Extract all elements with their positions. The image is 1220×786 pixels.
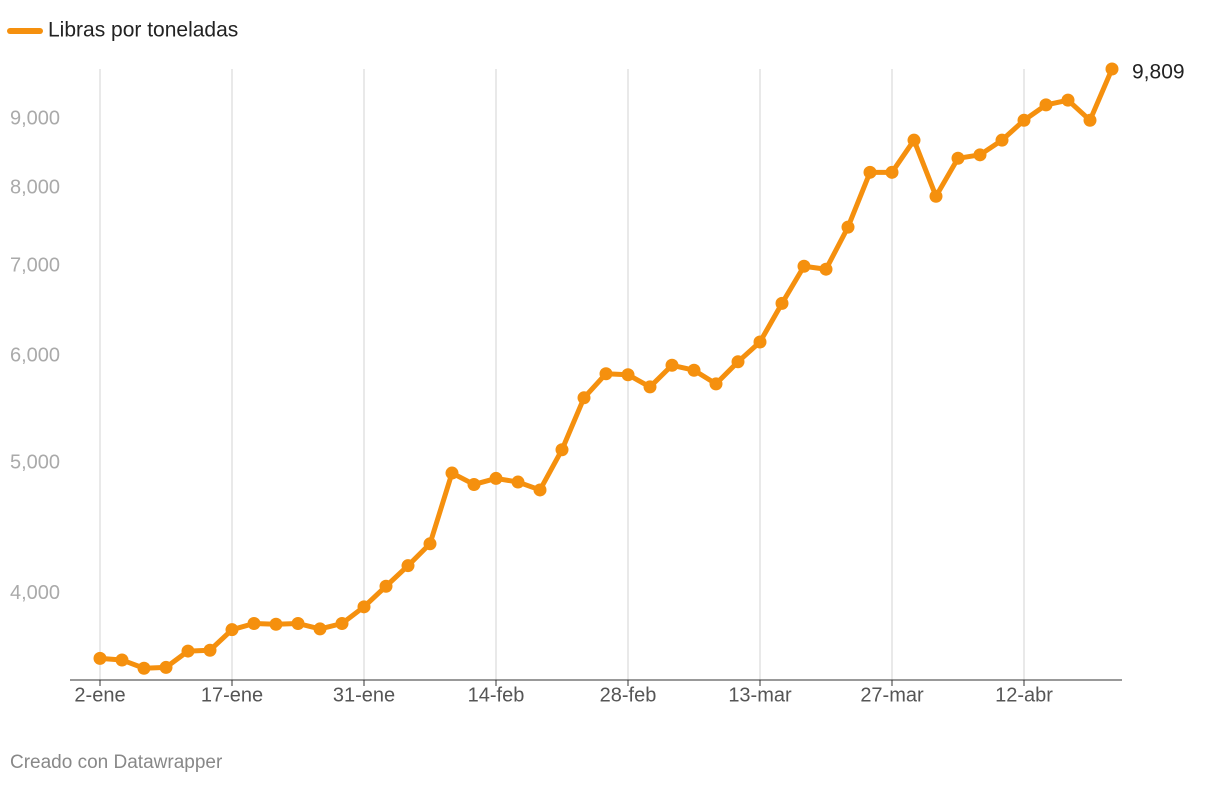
point <box>1105 62 1119 76</box>
point <box>269 617 283 631</box>
point <box>731 355 745 369</box>
point <box>687 363 701 377</box>
point <box>797 259 811 273</box>
point <box>511 475 525 489</box>
point <box>1061 93 1075 107</box>
value-label: 9,809 <box>1132 61 1185 84</box>
y-tick-label: 9,000 <box>10 108 60 130</box>
footer: Creado con Datawrapper <box>10 752 223 773</box>
point <box>753 335 767 349</box>
point <box>841 220 855 234</box>
point <box>291 616 305 630</box>
point <box>489 471 503 485</box>
x-tick-label: 14-feb <box>468 684 525 706</box>
point <box>335 616 349 630</box>
y-tick-label: 8,000 <box>10 176 60 198</box>
point <box>313 622 327 636</box>
point <box>247 616 261 630</box>
point <box>137 661 151 675</box>
point <box>1017 113 1031 127</box>
y-tick-label: 4,000 <box>10 582 60 604</box>
point <box>907 133 921 147</box>
legend-label: Libras por toneladas <box>48 19 238 42</box>
point <box>445 466 459 480</box>
y-tick-label: 7,000 <box>10 255 60 277</box>
point <box>973 148 987 162</box>
x-tick-label: 28-feb <box>600 684 657 706</box>
x-tick-label: 13-mar <box>728 684 792 706</box>
point <box>643 380 657 394</box>
point <box>819 262 833 276</box>
point <box>93 651 107 665</box>
point <box>401 559 415 573</box>
point <box>951 151 965 165</box>
x-tick-label: 27-mar <box>860 684 924 706</box>
point <box>115 653 129 667</box>
point <box>555 443 569 457</box>
x-tick-label: 17-ene <box>201 684 263 706</box>
point <box>885 165 899 179</box>
point <box>1039 98 1053 112</box>
point <box>577 391 591 405</box>
point <box>533 483 547 497</box>
point <box>181 644 195 658</box>
point <box>1083 113 1097 127</box>
x-tick-label: 12-abr <box>995 684 1053 706</box>
point <box>621 368 635 382</box>
x-tick-label: 2-ene <box>74 684 125 706</box>
point <box>863 165 877 179</box>
point <box>159 660 173 674</box>
point <box>423 537 437 551</box>
point <box>599 367 613 381</box>
point <box>775 296 789 310</box>
point <box>225 623 239 637</box>
point <box>379 579 393 593</box>
x-tick-label: 31-ene <box>333 684 395 706</box>
y-tick-label: 6,000 <box>10 345 60 367</box>
point <box>709 377 723 391</box>
point <box>665 358 679 372</box>
point <box>467 477 481 491</box>
point <box>995 133 1009 147</box>
point <box>929 189 943 203</box>
point <box>203 643 217 657</box>
point <box>357 600 371 614</box>
y-tick-label: 5,000 <box>10 451 60 473</box>
